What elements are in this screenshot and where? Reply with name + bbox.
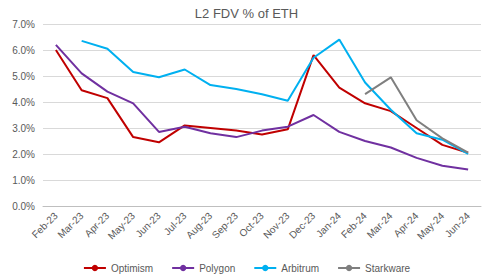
svg-text:Jan-24: Jan-24 (314, 210, 344, 240)
svg-text:Jun-24: Jun-24 (443, 210, 473, 240)
svg-text:0.0%: 0.0% (12, 201, 35, 212)
svg-text:Aug-23: Aug-23 (184, 210, 215, 241)
svg-text:Polygon: Polygon (199, 263, 235, 274)
svg-text:May-23: May-23 (106, 210, 138, 242)
svg-text:Dec-23: Dec-23 (287, 210, 318, 241)
svg-text:3.0%: 3.0% (12, 123, 35, 134)
svg-text:Apr-23: Apr-23 (82, 210, 112, 240)
svg-text:Sep-23: Sep-23 (210, 210, 241, 241)
svg-text:Arbitrum: Arbitrum (281, 263, 319, 274)
svg-text:Optimism: Optimism (111, 263, 153, 274)
svg-text:Feb-24: Feb-24 (339, 210, 369, 240)
svg-text:Oct-23: Oct-23 (236, 210, 266, 240)
svg-text:Feb-23: Feb-23 (30, 210, 60, 240)
svg-text:5.0%: 5.0% (12, 71, 35, 82)
svg-text:L2 FDV % of ETH: L2 FDV % of ETH (195, 6, 298, 21)
svg-text:Mar-23: Mar-23 (55, 210, 85, 240)
svg-text:Jul-23: Jul-23 (161, 210, 189, 238)
svg-text:May-24: May-24 (415, 210, 447, 242)
svg-text:Nov-23: Nov-23 (261, 210, 292, 241)
svg-text:7.0%: 7.0% (12, 19, 35, 30)
svg-text:Starkware: Starkware (365, 263, 410, 274)
svg-text:Jun-23: Jun-23 (133, 210, 163, 240)
svg-text:1.0%: 1.0% (12, 175, 35, 186)
svg-text:6.0%: 6.0% (12, 45, 35, 56)
svg-text:Mar-24: Mar-24 (365, 210, 395, 240)
svg-text:2.0%: 2.0% (12, 149, 35, 160)
svg-text:Apr-24: Apr-24 (391, 210, 421, 240)
svg-text:4.0%: 4.0% (12, 97, 35, 108)
